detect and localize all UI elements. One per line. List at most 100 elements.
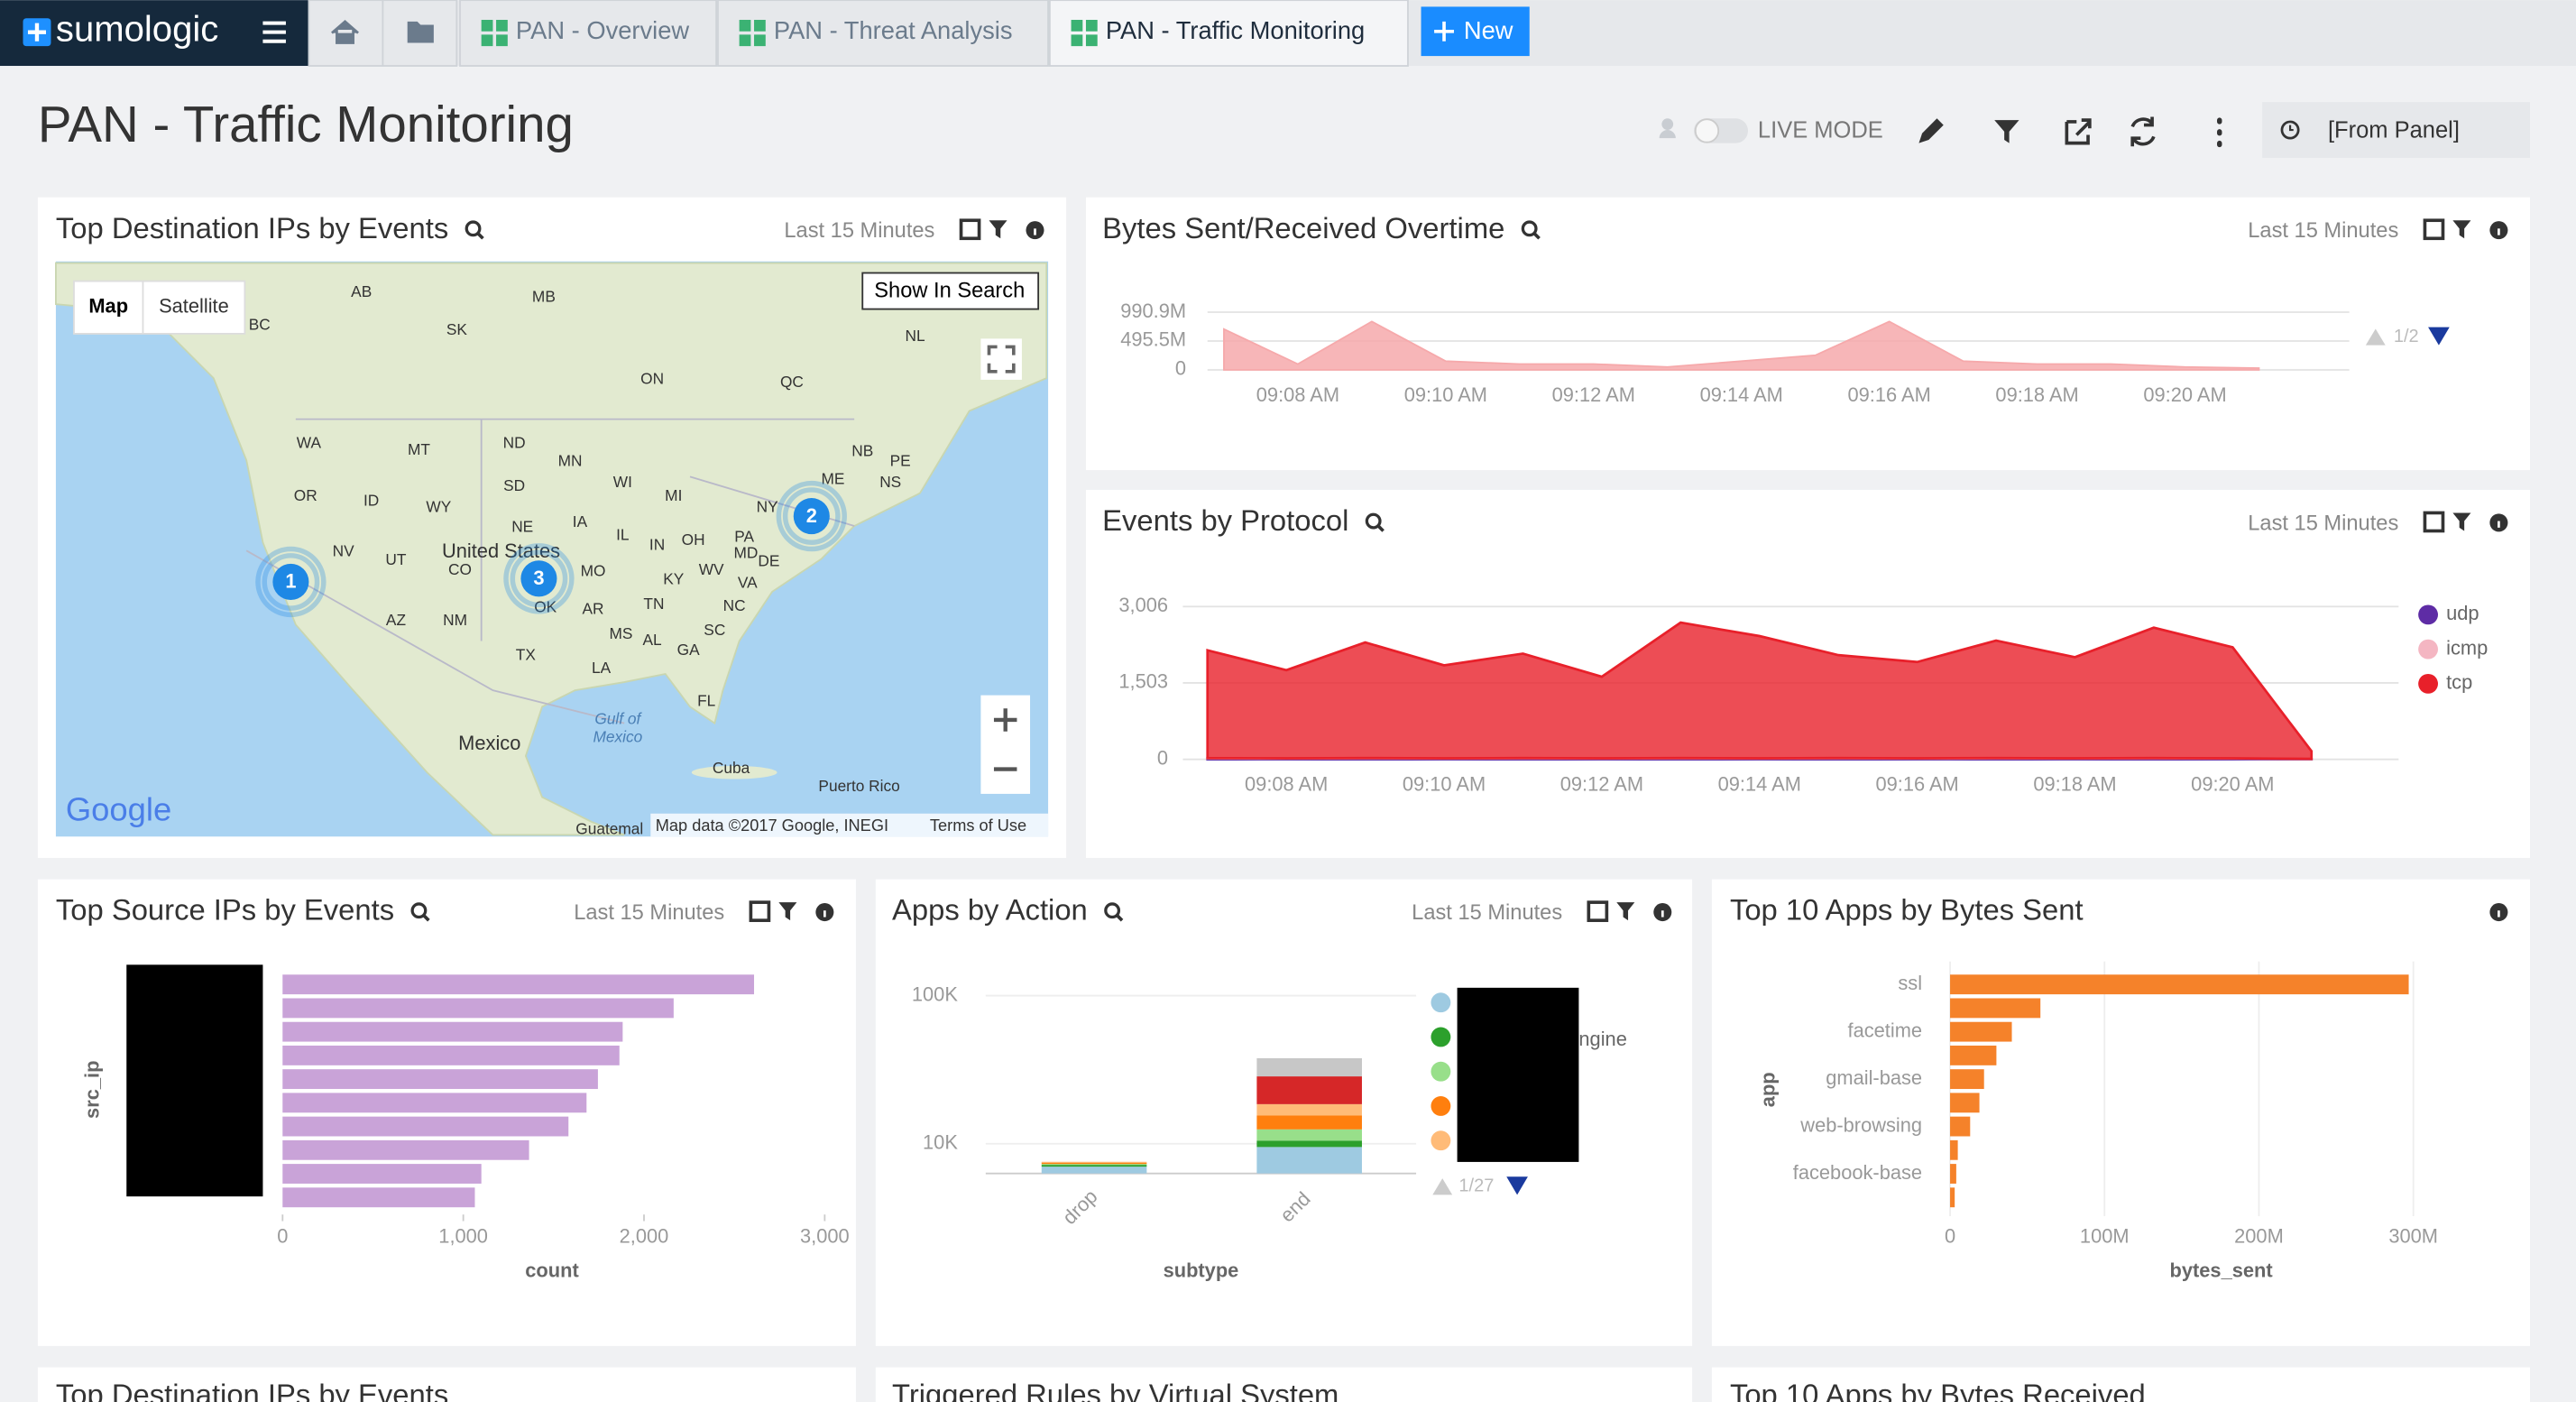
legend-swatch[interactable]: [1431, 1061, 1451, 1082]
map-label: QC: [780, 373, 804, 391]
bar-segment: [1041, 1165, 1147, 1167]
tab-label[interactable]: PAN - Traffic Monitoring: [1106, 16, 1365, 44]
cluster[interactable]: [520, 560, 557, 597]
cluster-ring: [503, 543, 575, 614]
search-icon[interactable]: [465, 220, 482, 237]
legend-prev[interactable]: [2365, 328, 2386, 346]
map-type-button[interactable]: Map: [88, 295, 128, 318]
y-tick-label: facebook-base: [1793, 1161, 1922, 1184]
filter-icon[interactable]: [989, 220, 1007, 239]
map-label: IL: [616, 526, 630, 544]
add-to-dashboard-icon[interactable]: [749, 900, 771, 922]
y-tick-label: 990.9M: [1120, 300, 1186, 322]
panel-title: Top Source IPs by Events: [56, 893, 394, 927]
map-label: NL: [905, 327, 925, 345]
legend-prev[interactable]: [1432, 1178, 1453, 1195]
share-icon[interactable]: [2065, 118, 2092, 145]
edit-icon[interactable]: [1918, 118, 1944, 143]
map-label: MO: [581, 562, 606, 580]
search-icon-handle[interactable]: [1376, 524, 1385, 532]
search-icon[interactable]: [1521, 220, 1538, 237]
legend-swatch[interactable]: [1431, 1096, 1451, 1116]
time-box[interactable]: [2262, 102, 2530, 159]
filter-icon[interactable]: [778, 902, 797, 921]
x-tick-label: 100M: [2080, 1224, 2130, 1247]
bar-segment: [1256, 1057, 1362, 1077]
cluster[interactable]: [793, 498, 830, 535]
filter-icon[interactable]: [1616, 902, 1635, 921]
bar: [1950, 1116, 1971, 1137]
map-label: NC: [723, 596, 746, 614]
legend-swatch[interactable]: [1431, 1130, 1451, 1151]
bar-segment: [1041, 1161, 1147, 1163]
add-to-dashboard-icon[interactable]: [2423, 218, 2445, 241]
map-terms[interactable]: Terms of Use: [930, 816, 1026, 835]
cluster[interactable]: [272, 563, 309, 600]
bar: [282, 1093, 587, 1113]
map-attribution: Map data ©2017 Google, INEGI: [656, 816, 888, 835]
legend-label[interactable]: udp: [2446, 602, 2479, 624]
x-tick-label: 09:10 AM: [1404, 383, 1487, 406]
new-button[interactable]: New: [1464, 16, 1513, 44]
refresh-icon[interactable]: [2130, 116, 2156, 147]
add-to-dashboard-icon[interactable]: [959, 218, 981, 241]
filter-icon[interactable]: [2452, 512, 2471, 531]
panel-title: Top Destination IPs by Events: [56, 1378, 448, 1402]
panel-title: Apps by Action: [892, 893, 1088, 927]
legend-label[interactable]: icmp: [2446, 636, 2488, 659]
map-label: NM: [443, 611, 467, 629]
legend-page: 1/27: [1458, 1176, 1494, 1196]
logo-area: [0, 0, 309, 67]
bar: [1950, 1164, 1956, 1184]
add-to-dashboard-icon[interactable]: [1587, 900, 1609, 922]
search-icon-handle[interactable]: [476, 232, 484, 240]
map-label: SD: [503, 476, 525, 494]
x-tick-label: 09:20 AM: [2191, 773, 2274, 796]
search-icon-handle[interactable]: [1532, 232, 1541, 240]
tab[interactable]: [459, 0, 718, 67]
fullscreen-button[interactable]: [980, 338, 1022, 380]
legend-label[interactable]: tcp: [2446, 671, 2472, 694]
legend-swatch[interactable]: [1431, 992, 1451, 1013]
map-type-control[interactable]: [73, 280, 246, 335]
redacted: [1457, 987, 1579, 1162]
folder-icon[interactable]: [407, 21, 434, 43]
search-icon[interactable]: [410, 902, 428, 919]
legend-next[interactable]: [1506, 1176, 1528, 1195]
map-borders: [245, 418, 855, 724]
legend-swatch[interactable]: [1431, 1027, 1451, 1047]
search-icon[interactable]: [1104, 902, 1121, 919]
x-tick-label: 09:20 AM: [2143, 383, 2226, 406]
home-icon[interactable]: [331, 20, 359, 44]
tab-label[interactable]: PAN - Overview: [516, 16, 690, 44]
x-tick-label: 300M: [2388, 1224, 2438, 1247]
tab[interactable]: [1048, 0, 1409, 67]
map-land: [55, 262, 1048, 836]
panel: [1711, 1367, 2530, 1402]
search-icon[interactable]: [1365, 512, 1382, 530]
tab-label[interactable]: PAN - Threat Analysis: [774, 16, 1013, 44]
bar: [1950, 1021, 2012, 1042]
panel-title: Top Destination IPs by Events: [56, 211, 448, 244]
search-icon-handle[interactable]: [422, 914, 430, 922]
menu-icon[interactable]: [262, 21, 286, 43]
show-in-search[interactable]: Show In Search: [874, 280, 1025, 303]
panel-time-range: Last 15 Minutes: [2248, 219, 2398, 243]
legend-label: ngine: [1578, 1028, 1626, 1050]
search-icon-handle[interactable]: [1116, 914, 1124, 922]
bar-segment: [1256, 1115, 1362, 1130]
show-in-search-button[interactable]: [861, 272, 1040, 310]
map-label: ON: [640, 369, 664, 387]
bar: [1950, 998, 2041, 1019]
map-label: AZ: [386, 611, 407, 629]
filter-icon[interactable]: [1994, 120, 2019, 143]
map-label: IA: [573, 512, 588, 530]
map-type-button[interactable]: Satellite: [159, 295, 229, 318]
map-island: [691, 765, 777, 779]
add-to-dashboard-icon[interactable]: [2423, 511, 2445, 533]
logo-text: sumologic: [56, 9, 218, 49]
legend-next[interactable]: [2428, 327, 2450, 346]
map-label: WV: [699, 560, 724, 578]
filter-icon[interactable]: [2452, 220, 2471, 239]
tab[interactable]: [717, 0, 1049, 67]
